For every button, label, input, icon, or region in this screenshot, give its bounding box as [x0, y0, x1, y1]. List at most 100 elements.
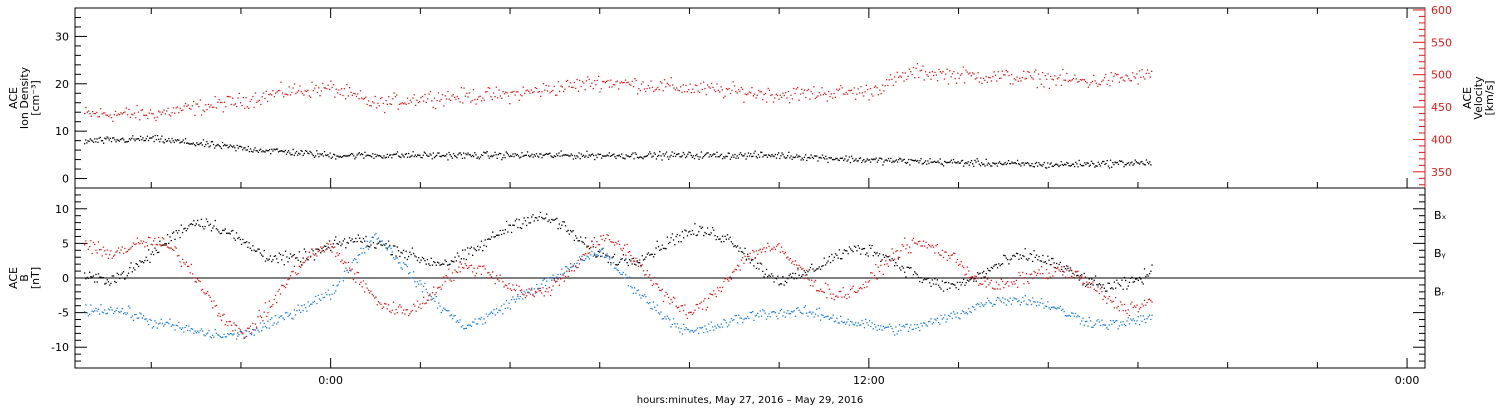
bz-point	[224, 324, 226, 326]
density-point	[764, 154, 766, 156]
bz-point	[364, 291, 366, 293]
bz-point	[960, 261, 962, 263]
velocity-point	[276, 91, 278, 93]
bz-point	[1034, 271, 1036, 274]
bx-point	[205, 218, 208, 220]
by-point	[105, 313, 107, 315]
density-point	[345, 155, 347, 157]
bz-point	[940, 254, 942, 256]
velocity-point	[546, 90, 549, 92]
bx-point	[729, 236, 731, 238]
by-point	[472, 321, 474, 323]
density-point	[276, 148, 279, 150]
by-point	[269, 318, 272, 321]
bz-point	[488, 271, 490, 274]
by-point	[416, 281, 419, 283]
by-point	[808, 311, 810, 313]
bz-point	[370, 290, 372, 292]
by-point	[632, 292, 635, 294]
bz-point	[999, 288, 1001, 290]
bx-point	[132, 267, 135, 269]
density-point	[556, 153, 558, 155]
velocity-point	[84, 112, 86, 115]
by-point	[814, 313, 817, 315]
velocity-point	[1023, 70, 1025, 72]
velocity-point	[120, 112, 122, 114]
velocity-point	[128, 108, 130, 110]
bz-point	[484, 268, 486, 270]
bx-point	[607, 261, 609, 264]
bx-point	[654, 253, 656, 255]
velocity-point	[285, 93, 288, 95]
bz-point	[526, 295, 528, 297]
bz-point	[551, 289, 553, 291]
bz-point	[612, 241, 614, 244]
velocity-point	[162, 111, 164, 113]
bz-point	[1022, 271, 1024, 274]
bx-point	[411, 247, 413, 249]
velocity-point	[135, 117, 137, 119]
bx-point	[755, 267, 758, 269]
density-point	[428, 155, 430, 157]
velocity-point	[758, 89, 760, 92]
density-point	[575, 157, 577, 159]
velocity-point	[250, 98, 253, 101]
bz-point	[430, 299, 432, 301]
velocity-point	[389, 103, 391, 105]
bx-point	[538, 216, 540, 218]
bx-point	[1042, 254, 1044, 257]
bz-point	[257, 316, 259, 318]
density-point	[581, 155, 584, 157]
by-point	[375, 232, 377, 235]
density-point	[661, 159, 663, 161]
velocity-point	[184, 102, 187, 105]
bz-point	[346, 269, 348, 272]
density-point	[747, 152, 750, 154]
velocity-point	[1043, 86, 1045, 88]
bx-point	[325, 245, 327, 247]
y2-tick-label: 350	[1431, 166, 1452, 179]
bx-point	[808, 269, 810, 271]
bx-point	[568, 233, 570, 235]
density-point	[1144, 164, 1146, 166]
bx-point	[106, 279, 108, 281]
bz-point	[504, 284, 506, 286]
by-point	[439, 305, 441, 307]
bz-point	[613, 244, 616, 246]
bx-point	[203, 228, 205, 230]
density-point	[175, 140, 178, 142]
by-point	[86, 312, 88, 314]
by-point	[544, 284, 547, 287]
velocity-point	[409, 99, 411, 101]
by-point	[351, 261, 353, 264]
density-point	[992, 162, 994, 164]
by-point	[1121, 324, 1123, 326]
velocity-point	[573, 81, 575, 84]
velocity-point	[513, 90, 515, 93]
velocity-point	[834, 96, 837, 98]
velocity-point	[618, 88, 620, 90]
by-point	[672, 318, 675, 320]
velocity-point	[330, 80, 332, 82]
bx-point	[1081, 274, 1083, 276]
velocity-point	[90, 115, 92, 117]
bx-point	[752, 259, 754, 261]
velocity-point	[193, 100, 195, 103]
bz-point	[143, 240, 145, 243]
bx-point	[274, 255, 277, 257]
density-point	[1040, 164, 1042, 166]
bx-point	[575, 235, 577, 237]
by-point	[385, 247, 387, 249]
velocity-point	[421, 95, 423, 98]
density-point	[530, 155, 532, 157]
density-point	[400, 156, 402, 158]
by-point	[155, 322, 157, 324]
velocity-point	[865, 84, 867, 86]
density-point	[687, 153, 689, 155]
bz-point	[1099, 288, 1102, 290]
density-point	[874, 158, 876, 161]
bx-point	[163, 244, 165, 246]
velocity-point	[958, 77, 960, 79]
velocity-point	[112, 120, 114, 122]
